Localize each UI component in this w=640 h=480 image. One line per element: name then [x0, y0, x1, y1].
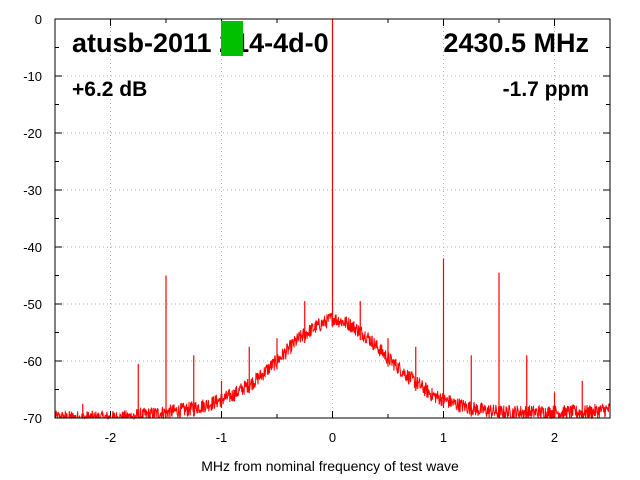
y-tick-label: 0	[35, 12, 42, 27]
y-tick-label: -10	[23, 69, 42, 84]
y-tick-label: -60	[23, 354, 42, 369]
y-tick-label: -40	[23, 240, 42, 255]
x-tick-label: 1	[440, 430, 447, 445]
x-tick-labels: -2 -1 0 1 2	[105, 430, 558, 445]
spur-lines	[82, 19, 583, 418]
y-tick-label: -70	[23, 411, 42, 426]
y-tick-label: -20	[23, 126, 42, 141]
x-tick-label: 0	[329, 430, 336, 445]
chart-title: atusb-2011 214-4d-0	[72, 28, 329, 58]
x-tick-label: -1	[216, 430, 228, 445]
y-tick-label: -30	[23, 183, 42, 198]
gain-label: +6.2 dB	[72, 78, 147, 101]
plot-frame	[54, 18, 611, 419]
ppm-label: -1.7 ppm	[503, 78, 589, 101]
y-tick-labels: 0 -10 -20 -30 -40 -50 -60 -70	[23, 12, 42, 426]
x-tick-label: 2	[551, 430, 558, 445]
frequency-label: 2430.5 MHz	[443, 28, 589, 58]
x-axis-label: MHz from nominal frequency of test wave	[201, 458, 459, 474]
marker-block	[221, 21, 243, 56]
y-tick-label: -50	[23, 297, 42, 312]
x-tick-label: -2	[105, 430, 117, 445]
